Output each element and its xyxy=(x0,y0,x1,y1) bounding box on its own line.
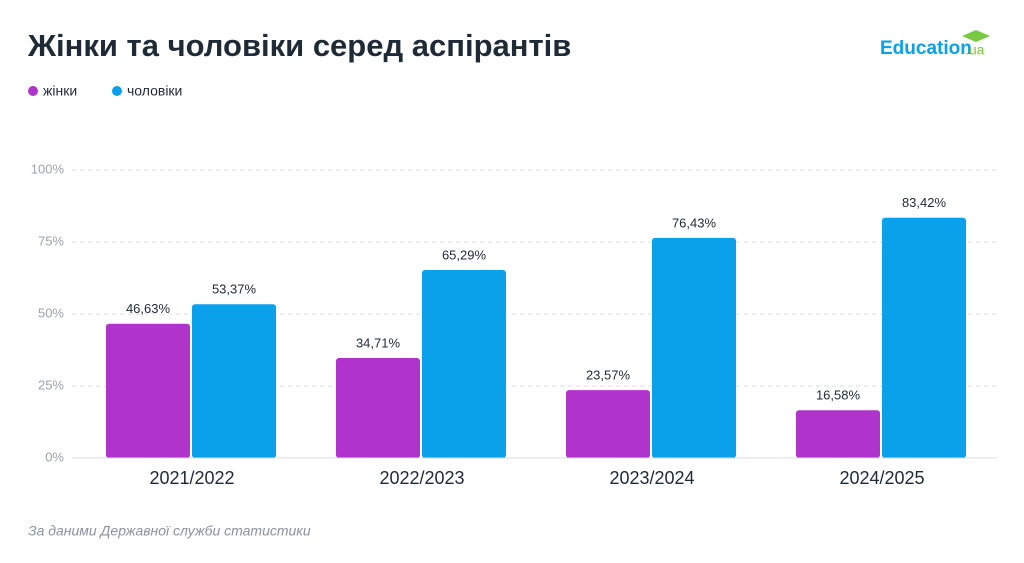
logo-cap xyxy=(962,30,990,42)
bar xyxy=(796,410,880,458)
x-tick-label: 2022/2023 xyxy=(379,468,464,488)
legend-label: жінки xyxy=(43,83,77,99)
logo-text: Education xyxy=(880,38,972,59)
y-tick-label: 100% xyxy=(31,161,65,176)
legend-label: чоловіки xyxy=(127,83,182,99)
logo-suffix: .ua xyxy=(965,42,985,58)
value-label: 76,43% xyxy=(672,215,717,230)
legend-marker xyxy=(28,86,38,96)
logo: Education .ua xyxy=(880,30,990,59)
bar xyxy=(566,390,650,458)
bar xyxy=(652,237,736,458)
value-label: 16,58% xyxy=(816,388,861,403)
bar xyxy=(106,323,190,458)
y-tick-label: 0% xyxy=(45,449,64,464)
chart-title: Жінки та чоловіки серед аспірантів xyxy=(27,28,571,63)
y-tick-label: 25% xyxy=(38,377,64,392)
x-tick-label: 2024/2025 xyxy=(839,468,924,488)
value-label: 83,42% xyxy=(902,195,947,210)
bar xyxy=(422,269,506,458)
legend-marker xyxy=(112,86,122,96)
y-tick-label: 50% xyxy=(38,305,64,320)
source-note: За даними Державної служби статистики xyxy=(28,523,311,539)
value-label: 65,29% xyxy=(442,247,487,262)
y-tick-label: 75% xyxy=(38,233,64,248)
bar xyxy=(336,358,420,458)
bar xyxy=(192,304,276,458)
value-label: 53,37% xyxy=(212,282,257,297)
value-label: 23,57% xyxy=(586,368,631,383)
value-label: 34,71% xyxy=(356,335,401,350)
x-tick-label: 2023/2024 xyxy=(609,468,694,488)
bar xyxy=(882,217,966,458)
value-label: 46,63% xyxy=(126,301,171,316)
x-tick-label: 2021/2022 xyxy=(149,468,234,488)
